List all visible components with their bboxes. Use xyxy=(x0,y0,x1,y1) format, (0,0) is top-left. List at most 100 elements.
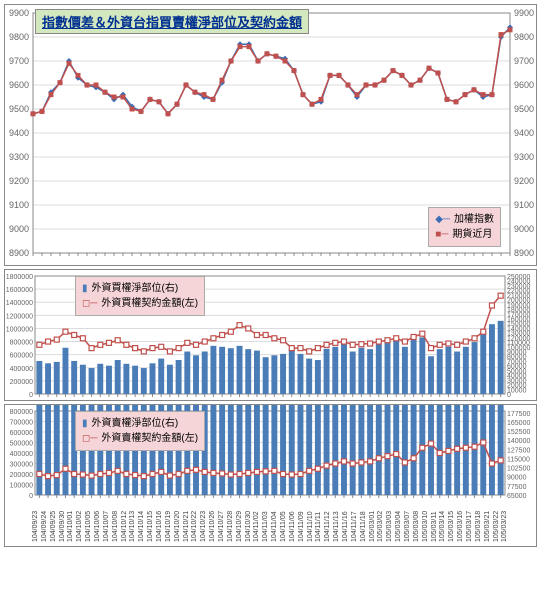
date-label: 104/10/23 xyxy=(200,502,207,542)
svg-text:600000: 600000 xyxy=(10,353,33,360)
svg-text:0: 0 xyxy=(29,493,33,500)
svg-text:100000: 100000 xyxy=(10,483,33,490)
x-axis-date-labels: 104/09/23104/09/24104/09/25104/09/30 104/… xyxy=(5,500,536,546)
date-label: 104/10/12 xyxy=(121,502,128,542)
bar-icon: ▮ xyxy=(82,281,88,296)
date-label: 105/03/17 xyxy=(466,502,473,542)
date-label: 105/03/16 xyxy=(457,502,464,542)
date-label: 104/09/23 xyxy=(32,502,39,542)
date-label: 104/10/20 xyxy=(174,502,181,542)
svg-text:1200000: 1200000 xyxy=(6,313,33,320)
date-label: 104/10/02 xyxy=(76,502,83,542)
svg-text:9600: 9600 xyxy=(514,80,534,90)
svg-text:9200: 9200 xyxy=(9,176,29,186)
date-label: 104/09/25 xyxy=(50,502,57,542)
date-label: 104/10/21 xyxy=(183,502,190,542)
date-label: 104/10/26 xyxy=(209,502,216,542)
legend-label: 外資賣權淨部位(右) xyxy=(92,416,179,431)
svg-text:9300: 9300 xyxy=(514,152,534,162)
date-label: 105/03/02 xyxy=(377,502,384,542)
svg-text:1600000: 1600000 xyxy=(6,287,33,294)
svg-text:127500: 127500 xyxy=(507,447,530,454)
svg-text:200000: 200000 xyxy=(10,379,33,386)
date-label: 104/11/16 xyxy=(342,502,349,542)
date-label: 105/03/22 xyxy=(493,502,500,542)
svg-text:9800: 9800 xyxy=(9,32,29,42)
date-label: 105/03/14 xyxy=(439,502,446,542)
date-label: 104/11/13 xyxy=(333,502,340,542)
date-label: 104/10/16 xyxy=(156,502,163,542)
svg-text:200000: 200000 xyxy=(10,472,33,479)
top-line-chart: 指數價差＆外資台指買賣權淨部位及契約金額 ◆─ 加權指數 ■─ 期貨近月 890… xyxy=(4,4,537,266)
svg-text:9400: 9400 xyxy=(514,128,534,138)
square-icon: ■─ xyxy=(435,227,448,242)
date-label: 104/09/24 xyxy=(41,502,48,542)
date-label: 104/10/22 xyxy=(191,502,198,542)
date-label: 105/03/04 xyxy=(395,502,402,542)
chart1-legend: ◆─ 加權指數 ■─ 期貨近月 xyxy=(428,207,501,247)
date-label: 104/11/09 xyxy=(298,502,305,542)
svg-text:1000000: 1000000 xyxy=(6,326,33,333)
svg-text:9800: 9800 xyxy=(514,32,534,42)
chart-title: 指數價差＆外資台指買賣權淨部位及契約金額 xyxy=(35,9,309,34)
date-label: 104/09/30 xyxy=(59,502,66,542)
svg-text:250000: 250000 xyxy=(507,274,530,281)
date-label: 104/10/19 xyxy=(165,502,172,542)
svg-text:165000: 165000 xyxy=(507,420,530,427)
date-label: 104/11/12 xyxy=(324,502,331,542)
date-label: 104/10/15 xyxy=(147,502,154,542)
svg-text:90000: 90000 xyxy=(507,475,527,482)
svg-text:9000: 9000 xyxy=(9,224,29,234)
svg-text:800000: 800000 xyxy=(10,409,33,416)
date-label: 104/10/06 xyxy=(94,502,101,542)
date-label: 105/03/18 xyxy=(475,502,482,542)
svg-text:600000: 600000 xyxy=(10,430,33,437)
svg-text:177500: 177500 xyxy=(507,411,530,418)
svg-text:500000: 500000 xyxy=(10,441,33,448)
date-label: 105/03/23 xyxy=(501,502,508,542)
legend-item: ■─ 期貨近月 xyxy=(435,227,494,242)
date-label: 105/03/10 xyxy=(422,502,429,542)
date-label: 104/10/27 xyxy=(218,502,225,542)
svg-text:9300: 9300 xyxy=(9,152,29,162)
legend-label: 外資賣權契約金額(左) xyxy=(101,431,198,446)
svg-text:9000: 9000 xyxy=(514,224,534,234)
svg-text:1400000: 1400000 xyxy=(6,300,33,307)
date-label: 105/03/11 xyxy=(431,502,438,542)
chart3-legend: ▮ 外資賣權淨部位(右) ◻─ 外資賣權契約金額(左) xyxy=(75,411,205,451)
legend-label: 加權指數 xyxy=(454,212,494,227)
date-label: 104/10/30 xyxy=(245,502,252,542)
legend-label: 期貨近月 xyxy=(452,227,492,242)
legend-item: ◻─ 外資買權契約金額(左) xyxy=(82,296,198,311)
svg-text:400000: 400000 xyxy=(10,451,33,458)
date-label: 104/11/04 xyxy=(271,502,278,542)
svg-text:9500: 9500 xyxy=(9,104,29,114)
svg-text:300000: 300000 xyxy=(10,462,33,469)
square-outline-icon: ◻─ xyxy=(82,431,97,446)
date-label: 104/11/18 xyxy=(360,502,367,542)
date-label: 104/11/02 xyxy=(253,502,260,542)
svg-text:102500: 102500 xyxy=(507,466,530,473)
svg-text:9600: 9600 xyxy=(9,80,29,90)
date-label: 104/11/11 xyxy=(315,502,322,542)
svg-text:115000: 115000 xyxy=(507,456,530,463)
square-outline-icon: ◻─ xyxy=(82,296,97,311)
diamond-icon: ◆─ xyxy=(435,212,450,227)
middle-bar-chart: ▮ 外資買權淨部位(右) ◻─ 外資買權契約金額(左) 020000040000… xyxy=(4,269,537,401)
date-label: 104/11/05 xyxy=(280,502,287,542)
svg-text:0: 0 xyxy=(29,392,33,399)
svg-text:65000: 65000 xyxy=(507,493,527,500)
legend-item: ◻─ 外資賣權契約金額(左) xyxy=(82,431,198,446)
svg-text:700000: 700000 xyxy=(10,420,33,427)
legend-item: ▮ 外資賣權淨部位(右) xyxy=(82,416,198,431)
date-label: 104/11/03 xyxy=(262,502,269,542)
svg-text:9400: 9400 xyxy=(9,128,29,138)
legend-label: 外資買權契約金額(左) xyxy=(101,296,198,311)
date-label: 105/03/08 xyxy=(413,502,420,542)
chart2-legend: ▮ 外資買權淨部位(右) ◻─ 外資買權契約金額(左) xyxy=(75,276,205,316)
svg-text:9700: 9700 xyxy=(514,56,534,66)
date-label: 104/10/13 xyxy=(129,502,136,542)
svg-text:9200: 9200 xyxy=(514,176,534,186)
svg-text:9500: 9500 xyxy=(514,104,534,114)
svg-text:9100: 9100 xyxy=(9,200,29,210)
